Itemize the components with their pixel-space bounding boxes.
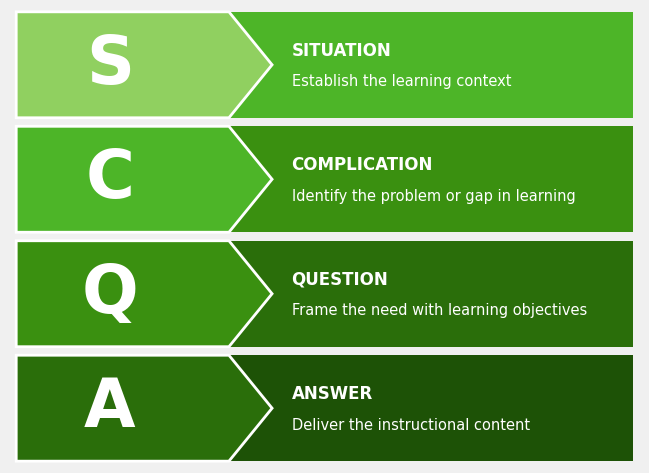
Text: ANSWER: ANSWER [291,385,373,403]
Bar [16,12,229,118]
Text: Establish the learning context: Establish the learning context [291,74,511,89]
Text: QUESTION: QUESTION [291,271,388,289]
Text: A: A [84,375,136,441]
Text: Deliver the instructional content: Deliver the instructional content [291,418,530,433]
Bar [229,126,633,232]
Polygon shape [16,241,272,347]
Text: Q: Q [81,261,138,327]
Bar [229,355,633,461]
Text: S: S [86,32,134,98]
Text: Identify the problem or gap in learning: Identify the problem or gap in learning [291,189,575,204]
Bar [16,241,229,347]
Bar [16,355,229,461]
Polygon shape [16,12,272,118]
Bar [16,126,229,232]
Polygon shape [16,126,272,232]
Polygon shape [16,355,272,461]
Text: SITUATION: SITUATION [291,42,391,60]
Text: Frame the need with learning objectives: Frame the need with learning objectives [291,303,587,318]
Bar [229,241,633,347]
Bar [229,12,633,118]
Text: C: C [85,146,134,212]
Text: COMPLICATION: COMPLICATION [291,157,433,175]
